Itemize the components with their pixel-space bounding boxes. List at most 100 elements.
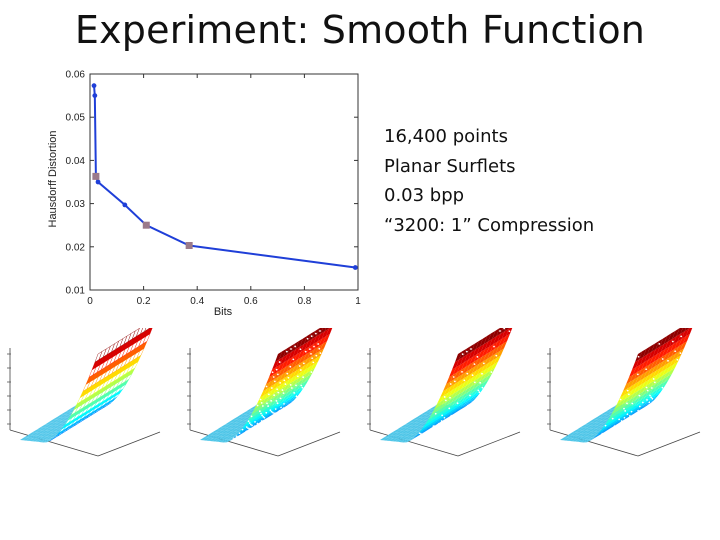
surface-patch — [643, 369, 651, 379]
surface-patch — [580, 424, 588, 428]
surface-patch — [665, 360, 673, 370]
surface-patch — [446, 406, 454, 414]
surface-patch — [406, 425, 414, 429]
surface-patch — [446, 374, 454, 385]
surface-patch — [653, 351, 661, 362]
surface-patch — [266, 412, 274, 419]
surface-patch — [317, 331, 325, 342]
surface-patch — [461, 401, 469, 408]
surface-patch — [409, 425, 417, 429]
surface-patch — [39, 427, 47, 431]
surface-patch — [645, 357, 653, 367]
surface-patch — [461, 379, 469, 389]
surface-patch — [65, 409, 73, 412]
surface-patch — [437, 409, 445, 418]
surface-patch — [204, 434, 212, 438]
surface-patch — [26, 438, 34, 441]
surface-patch — [38, 439, 46, 443]
surface-speckle — [308, 348, 311, 351]
surface-patch — [289, 396, 297, 403]
surface-patch — [229, 425, 237, 429]
surface-speckle — [319, 352, 322, 355]
slide-title: Experiment: Smooth Function — [74, 8, 646, 52]
surface-speckle — [638, 394, 641, 397]
data-point — [122, 202, 128, 208]
surface-patch — [278, 367, 286, 377]
surface-patch — [675, 343, 683, 354]
surface-patch — [211, 432, 219, 436]
surface-patch — [423, 414, 431, 418]
surface-patch — [605, 425, 613, 432]
surface-patch — [660, 376, 668, 385]
surface-patch — [596, 417, 604, 420]
surface-patch — [563, 437, 571, 441]
surface-speckle — [272, 376, 275, 378]
surface-patch — [632, 397, 640, 405]
surface-patch — [445, 412, 453, 419]
surface-patch — [52, 419, 60, 423]
surface-speckle — [452, 376, 455, 378]
surface-patch — [481, 379, 489, 387]
surface-speckle — [258, 410, 261, 413]
surface-patch — [393, 435, 401, 439]
surface-axis — [549, 429, 639, 457]
surface-patch — [272, 359, 280, 370]
surface-patch — [216, 436, 224, 439]
surface-patch — [438, 398, 446, 408]
surface-patch — [436, 417, 444, 424]
surface-patch — [658, 369, 666, 379]
surface-patch — [469, 386, 477, 395]
surface-speckle — [287, 376, 290, 379]
surface-patch — [219, 427, 227, 431]
surface-patch — [453, 364, 461, 375]
data-point — [91, 83, 97, 89]
surface-patch — [425, 425, 433, 432]
surface-patch — [413, 433, 421, 439]
surface-speckle — [262, 415, 265, 418]
surface-speckle — [645, 368, 648, 371]
x-axis-label: Bits — [214, 306, 233, 318]
surface-patch — [625, 412, 633, 419]
surface-patch — [493, 333, 501, 345]
surface-patch — [612, 419, 620, 426]
surface-patch — [384, 434, 392, 438]
surface-patch — [464, 373, 472, 383]
surface-speckle — [270, 399, 273, 402]
surface-speckle — [441, 414, 444, 417]
surface-speckle — [273, 394, 276, 397]
surface-patch — [459, 405, 467, 410]
surface-patch — [623, 381, 631, 392]
surface-speckle — [456, 402, 459, 405]
surface-patch — [462, 364, 470, 375]
surface-patch — [218, 439, 226, 443]
surface-speckle — [245, 426, 248, 428]
surface-patch — [508, 328, 510, 329]
surface-patch — [488, 353, 496, 363]
surface-speckle — [274, 408, 277, 410]
surface-patch — [667, 367, 675, 377]
surface-patch — [37, 433, 45, 437]
surface-speckle — [443, 396, 446, 398]
surface-speckle — [295, 395, 298, 398]
surface-patch — [599, 426, 607, 433]
surface-speckle — [289, 384, 292, 386]
surface-patch — [633, 407, 641, 413]
surface-patch — [421, 420, 429, 424]
surface-patch — [207, 435, 215, 438]
surface-patch — [321, 328, 329, 339]
surface-patch — [621, 392, 629, 402]
surface-patch — [629, 387, 637, 397]
surface-speckle — [444, 399, 447, 402]
surface-speckle — [270, 410, 273, 413]
surface-patch — [301, 379, 309, 387]
surface-patch — [465, 399, 473, 406]
surface-patch — [593, 422, 601, 426]
surface-patch — [28, 432, 36, 436]
surface-mesh — [547, 328, 701, 457]
surface-patch — [641, 379, 649, 389]
surface-patch — [618, 398, 626, 408]
surface-patch — [55, 420, 63, 423]
surface-patch — [654, 386, 662, 394]
surface-patch — [474, 372, 482, 381]
surface-patch — [435, 416, 443, 423]
